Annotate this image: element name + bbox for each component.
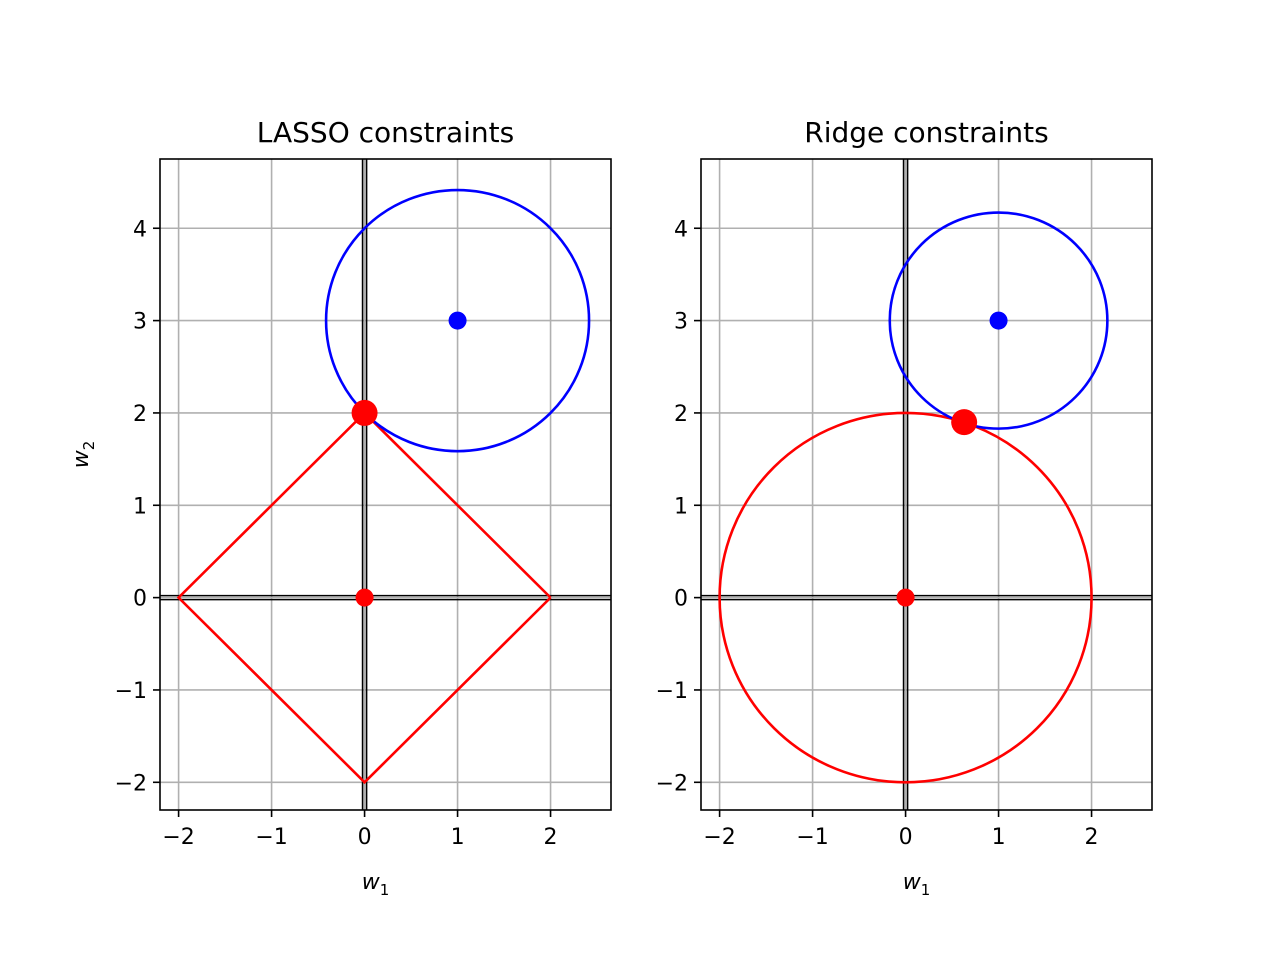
x-tick-label: 0	[899, 825, 913, 850]
x-tick-label: −2	[162, 825, 194, 850]
x-tick-label: 2	[544, 825, 558, 850]
loss-center-point	[448, 311, 467, 330]
y-tick-label: 4	[674, 217, 688, 242]
x-axis-label: w1	[903, 870, 931, 899]
y-axis-label-subscript: 2	[80, 441, 98, 451]
x-tick-label: 0	[358, 825, 372, 850]
plot-frame	[700, 158, 1153, 811]
chart-title: LASSO constraints	[257, 116, 514, 149]
solution-point	[351, 399, 378, 426]
l2-constraint-circle	[718, 411, 1093, 784]
y-tick-label: 0	[674, 587, 688, 612]
x-tick-label: 1	[451, 825, 465, 850]
y-tick-label: 0	[133, 587, 147, 612]
y-tick-label: 2	[674, 402, 688, 427]
loss-contour-circle	[888, 211, 1109, 430]
y-tick-label: −2	[115, 771, 147, 796]
y-tick-label: 1	[133, 494, 147, 519]
ridge-panel: −2 −1 0 1 2 −2 −1 0 1 2 3 4 Ridge constraints w1	[656, 116, 1153, 899]
plot-area	[701, 159, 1152, 810]
y-tick-label: −1	[115, 679, 147, 704]
loss-center-point	[989, 311, 1008, 330]
x-axis-label-subscript: 1	[921, 881, 931, 899]
y-tick-label: 4	[133, 217, 147, 242]
y-tick-label: −2	[656, 771, 688, 796]
x-tick-label: 1	[992, 825, 1006, 850]
plot-frame	[159, 158, 612, 811]
lasso-panel: −2 −1 0 1 2 −2 −1 0 1 2 3 4 LASSO constraints w1 w2	[69, 116, 612, 899]
x-axis-label-subscript: 1	[380, 881, 390, 899]
origin-point	[355, 588, 374, 607]
y-tick-label: 3	[674, 310, 688, 335]
y-tick-label: 3	[133, 310, 147, 335]
y-axis-label: w2	[69, 441, 98, 469]
x-tick-label: −2	[703, 825, 735, 850]
loss-contour-circle	[324, 188, 591, 453]
y-tick-label: 2	[133, 402, 147, 427]
x-tick-label: 2	[1085, 825, 1099, 850]
plot-area	[160, 159, 611, 810]
y-tick-label: 1	[674, 494, 688, 519]
l1-constraint-diamond	[176, 411, 552, 785]
chart-title: Ridge constraints	[804, 116, 1049, 149]
x-axis-label: w1	[362, 870, 390, 899]
solution-point	[951, 409, 978, 436]
x-tick-label: −1	[255, 825, 287, 850]
origin-point	[896, 588, 915, 607]
x-tick-label: −1	[796, 825, 828, 850]
y-tick-label: −1	[656, 679, 688, 704]
